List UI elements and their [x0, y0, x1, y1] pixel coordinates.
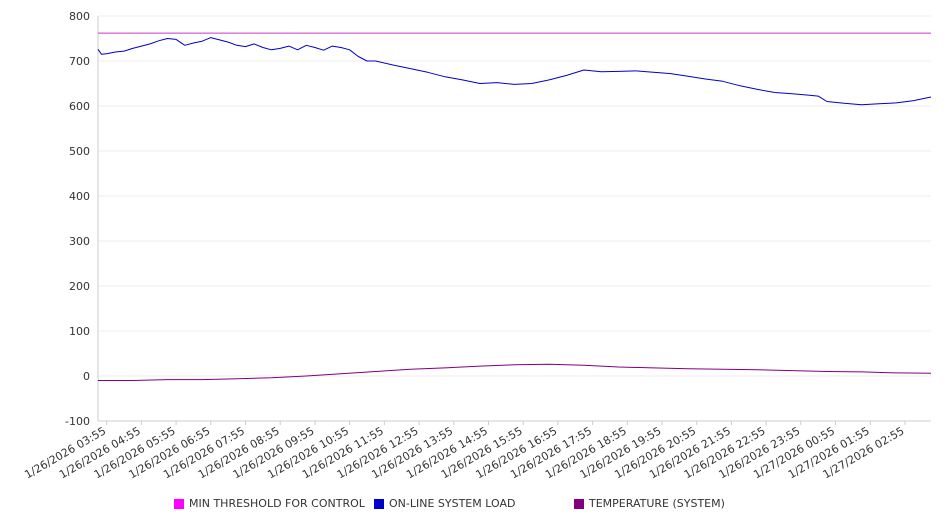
legend-swatch-min-threshold [174, 498, 184, 509]
legend-item-temperature[interactable]: TEMPERATURE (SYSTEM) [574, 497, 725, 510]
y-tick-label: 100 [69, 325, 90, 338]
series-lines [97, 32, 932, 381]
legend-label-min-threshold: MIN THRESHOLD FOR CONTROL [189, 497, 365, 510]
axes [97, 16, 931, 425]
legend-swatch-temperature [574, 498, 584, 509]
legend: MIN THRESHOLD FOR CONTROL ON-LINE SYSTEM… [0, 497, 946, 515]
legend-label-temperature: TEMPERATURE (SYSTEM) [589, 497, 725, 510]
y-tick-label: 200 [69, 280, 90, 293]
legend-swatch-system-load [374, 498, 384, 509]
y-tick-label: 0 [83, 370, 90, 383]
y-axis-tick-labels: -100 0 100 200 300 400 500 600 700 800 [65, 10, 90, 428]
series-temperature-line [98, 363, 932, 381]
x-axis-tick-labels: 1/26/2026 03:551/26/2026 04:551/26/2026 … [22, 424, 906, 481]
series-system-load-line [97, 37, 932, 106]
y-tick-label: 500 [69, 145, 90, 158]
y-tick-label: 400 [69, 190, 90, 203]
legend-label-system-load: ON-LINE SYSTEM LOAD [389, 497, 516, 510]
y-tick-label: 800 [69, 10, 90, 23]
y-tick-label: 700 [69, 55, 90, 68]
legend-item-system-load[interactable]: ON-LINE SYSTEM LOAD [374, 497, 515, 510]
grid-lines [98, 15, 931, 422]
y-tick-label: 600 [69, 100, 90, 113]
legend-item-min-threshold[interactable]: MIN THRESHOLD FOR CONTROL [174, 497, 365, 510]
y-tick-label: 300 [69, 235, 90, 248]
y-tick-label: -100 [65, 415, 90, 428]
